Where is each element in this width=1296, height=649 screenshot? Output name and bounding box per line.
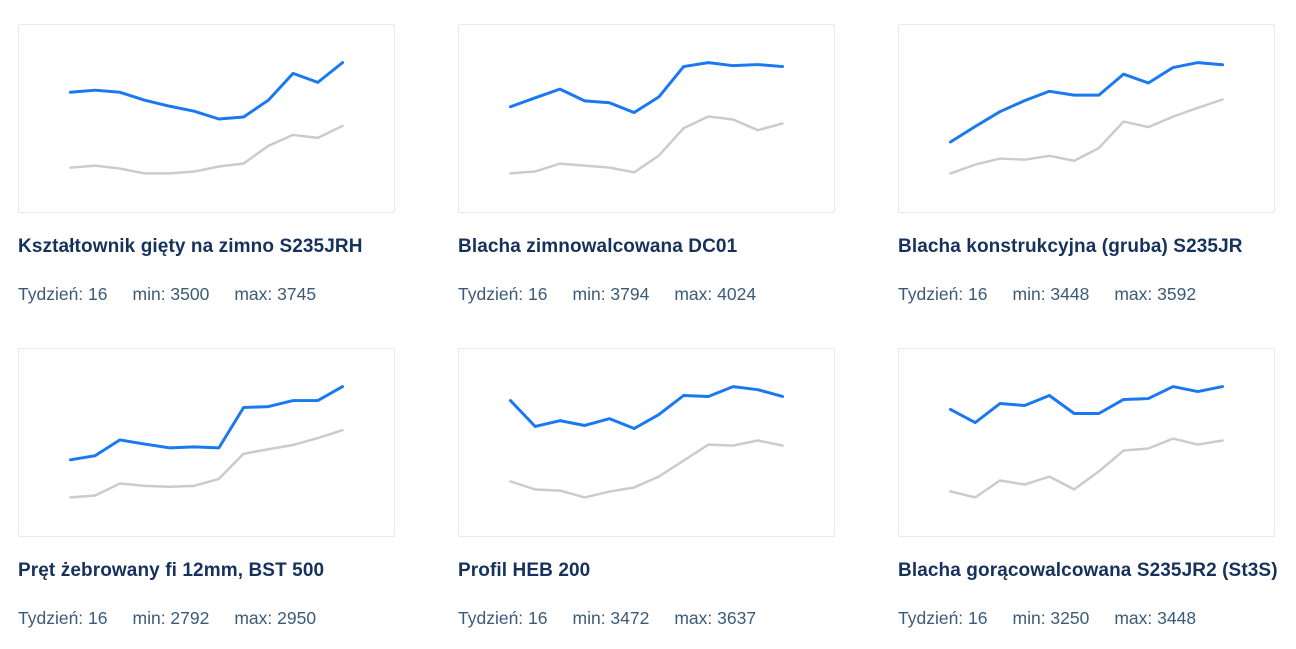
- week-value: Tydzień: 16: [18, 608, 108, 628]
- product-title: Blacha konstrukcyjna (gruba) S235JR: [898, 236, 1243, 257]
- min-value: min: 3794: [572, 284, 650, 304]
- min-value: min: 3500: [132, 284, 210, 304]
- sparkline-card[interactable]: [458, 348, 835, 537]
- min-value: min: 2792: [132, 608, 210, 628]
- product-stats: Tydzień: 16 min: 3448 max: 3592: [898, 284, 1275, 304]
- sparkline-chart: [68, 385, 345, 499]
- price-dashboard: Kształtownik gięty na zimno S235JRH Tydz…: [18, 24, 1278, 628]
- product-tile[interactable]: Pręt żebrowany fi 12mm, BST 500 Tydzień:…: [18, 348, 395, 628]
- sparkline-card[interactable]: [898, 24, 1275, 213]
- sparkline-card[interactable]: [898, 348, 1275, 537]
- product-tile[interactable]: Blacha konstrukcyjna (gruba) S235JR Tydz…: [898, 24, 1275, 304]
- product-title: Pręt żebrowany fi 12mm, BST 500: [18, 560, 325, 581]
- sparkline-chart: [948, 61, 1225, 175]
- product-title: Blacha gorącowalcowana S235JR2 (St3S): [898, 560, 1278, 581]
- product-stats: Tydzień: 16 min: 3794 max: 4024: [458, 284, 835, 304]
- sparkline-card[interactable]: [18, 348, 395, 537]
- week-value: Tydzień: 16: [18, 284, 108, 304]
- max-value: max: 3745: [234, 284, 317, 304]
- week-value: Tydzień: 16: [458, 284, 548, 304]
- sparkline-card[interactable]: [18, 24, 395, 213]
- min-value: min: 3448: [1012, 284, 1090, 304]
- product-stats: Tydzień: 16 min: 3472 max: 3637: [458, 608, 835, 628]
- sparkline-card[interactable]: [458, 24, 835, 213]
- sparkline-chart: [68, 61, 345, 175]
- week-value: Tydzień: 16: [898, 608, 988, 628]
- sparkline-chart: [508, 385, 785, 499]
- product-tile[interactable]: Kształtownik gięty na zimno S235JRH Tydz…: [18, 24, 395, 304]
- product-tile[interactable]: Blacha zimnowalcowana DC01 Tydzień: 16 m…: [458, 24, 835, 304]
- product-stats: Tydzień: 16 min: 3500 max: 3745: [18, 284, 395, 304]
- sparkline-chart: [948, 385, 1225, 499]
- max-value: max: 3592: [1114, 284, 1197, 304]
- product-stats: Tydzień: 16 min: 2792 max: 2950: [18, 608, 395, 628]
- max-value: max: 3637: [674, 608, 757, 628]
- min-value: min: 3250: [1012, 608, 1090, 628]
- product-tile[interactable]: Blacha gorącowalcowana S235JR2 (St3S) Ty…: [898, 348, 1278, 628]
- product-title: Kształtownik gięty na zimno S235JRH: [18, 236, 363, 257]
- product-title: Profil HEB 200: [458, 560, 591, 581]
- max-value: max: 2950: [234, 608, 317, 628]
- week-value: Tydzień: 16: [898, 284, 988, 304]
- max-value: max: 4024: [674, 284, 757, 304]
- product-tile[interactable]: Profil HEB 200 Tydzień: 16 min: 3472 max…: [458, 348, 835, 628]
- product-stats: Tydzień: 16 min: 3250 max: 3448: [898, 608, 1275, 628]
- sparkline-chart: [508, 61, 785, 175]
- max-value: max: 3448: [1114, 608, 1197, 628]
- week-value: Tydzień: 16: [458, 608, 548, 628]
- product-title: Blacha zimnowalcowana DC01: [458, 236, 738, 257]
- min-value: min: 3472: [572, 608, 650, 628]
